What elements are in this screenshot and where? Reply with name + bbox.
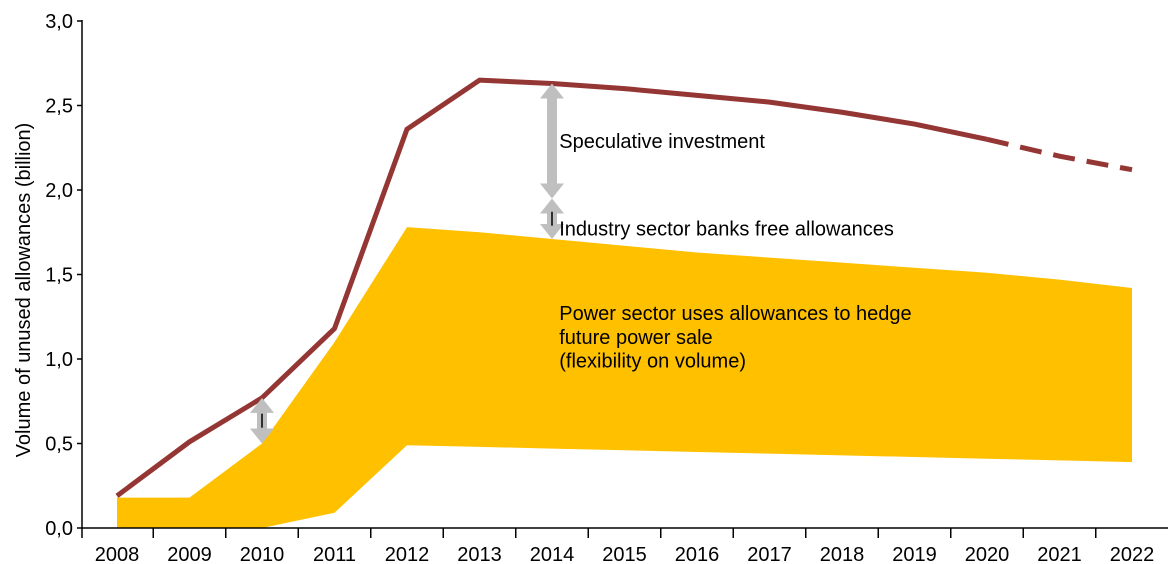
x-tick-label: 2022 <box>1110 544 1155 564</box>
y-tick-label: 0,5 <box>45 434 73 456</box>
y-tick-label: 2,5 <box>45 96 73 118</box>
y-tick-label: 3,0 <box>45 11 73 33</box>
x-ticks: 2008 2009 2010 2011 2012 2013 2014 2015 2016 2017… <box>81 528 1155 564</box>
x-tick-label: 2019 <box>892 544 937 564</box>
arrow-industry <box>540 198 564 240</box>
x-tick-label: 2013 <box>457 544 502 564</box>
power-sector-band <box>117 227 1132 528</box>
x-tick-label: 2009 <box>167 544 212 564</box>
x-tick-label: 2018 <box>820 544 865 564</box>
arrow-speculative <box>540 83 564 199</box>
x-tick-label: 2020 <box>965 544 1010 564</box>
annotations: Speculative investment Industry sector ba… <box>559 131 911 373</box>
y-axis-label: Volume of unused allowances (billion) <box>13 123 35 458</box>
x-tick-label: 2015 <box>602 544 647 564</box>
band-area <box>117 227 1132 528</box>
x-tick-label: 2021 <box>1037 544 1082 564</box>
annotation-power2: future power sale <box>559 327 712 349</box>
x-tick-label: 2014 <box>530 544 575 564</box>
x-tick-label: 2010 <box>240 544 285 564</box>
annotation-speculative: Speculative investment <box>559 131 765 153</box>
x-tick-label: 2016 <box>675 544 720 564</box>
y-ticks: 0,0 0,5 1,0 1,5 2,0 2,5 3,0 <box>45 11 82 540</box>
arrow-2010 <box>250 397 274 444</box>
x-tick-label: 2011 <box>313 544 356 564</box>
y-tick-label: 0,0 <box>45 518 73 540</box>
annotation-industry: Industry sector banks free allowances <box>559 219 894 241</box>
annotation-power3: (flexibility on volume) <box>559 350 746 372</box>
x-tick-label: 2017 <box>747 544 792 564</box>
line-projected <box>986 136 1133 173</box>
x-tick-label: 2008 <box>95 544 140 564</box>
y-tick-label: 2,0 <box>45 180 73 202</box>
x-tick-label: 2012 <box>385 544 430 564</box>
annotation-power1: Power sector uses allowances to hedge <box>559 303 911 325</box>
y-tick-label: 1,5 <box>45 265 73 287</box>
difference-arrows <box>250 83 564 444</box>
y-tick-label: 1,0 <box>45 349 73 371</box>
